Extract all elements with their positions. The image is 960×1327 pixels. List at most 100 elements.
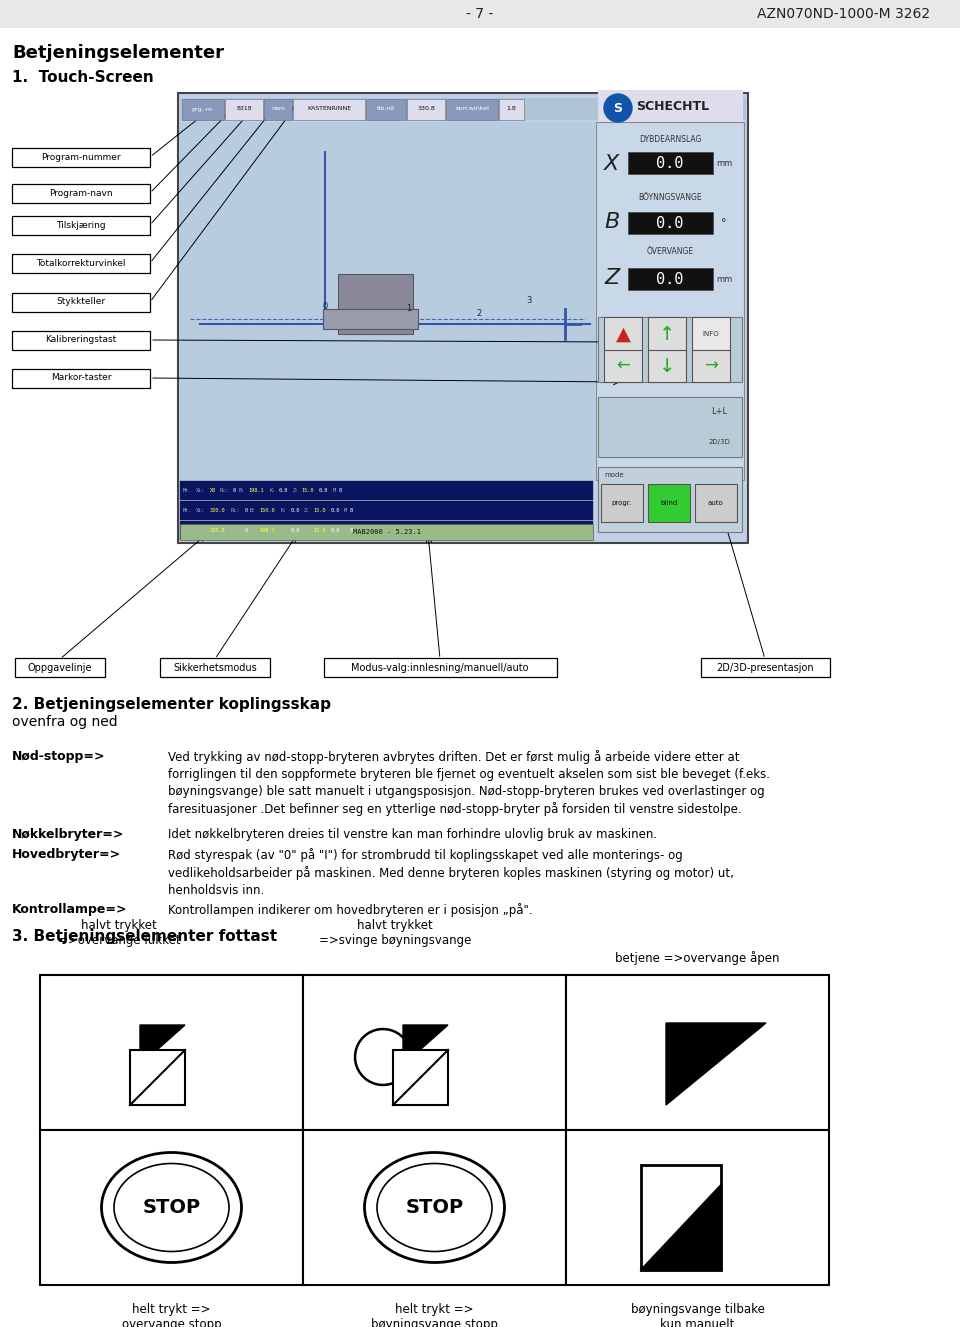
Text: Z: Z [605, 268, 619, 288]
Text: Z:: Z: [292, 487, 299, 492]
Text: Modus-valg:innlesning/manuell/auto: Modus-valg:innlesning/manuell/auto [351, 664, 529, 673]
Text: 0.0: 0.0 [319, 487, 328, 492]
Text: ovenfra og ned: ovenfra og ned [12, 715, 118, 729]
Text: AZN070ND-1000-M 3262: AZN070ND-1000-M 3262 [756, 7, 930, 21]
Text: 1: 1 [406, 304, 411, 313]
Text: Oppgavelinje: Oppgavelinje [28, 664, 92, 673]
Text: Mr.: Mr. [183, 507, 192, 512]
Text: ↑: ↑ [659, 325, 675, 344]
Text: STOP: STOP [142, 1198, 201, 1217]
Text: 305.8: 305.8 [210, 528, 226, 532]
Text: 3: 3 [526, 296, 531, 305]
Text: ←: ← [616, 357, 630, 376]
Text: 0.0: 0.0 [657, 272, 684, 287]
Bar [303, 975, 566, 1131]
Bar [182, 100, 224, 119]
Text: Xi:: Xi: [197, 528, 205, 532]
Bar [178, 93, 748, 543]
Polygon shape [140, 1024, 185, 1066]
Text: 198.1: 198.1 [249, 487, 264, 492]
Text: progr.: progr. [612, 500, 632, 506]
Text: B:: B: [250, 507, 256, 512]
Bar [130, 1050, 185, 1105]
Text: 8: 8 [338, 487, 342, 492]
Text: tib.nit: tib.nit [376, 106, 396, 111]
Text: 15.0: 15.0 [313, 507, 325, 512]
Text: Rc:: Rc: [230, 528, 240, 532]
Text: nam: nam [271, 106, 285, 111]
Text: Kontrollampe=>: Kontrollampe=> [12, 902, 128, 916]
FancyBboxPatch shape [12, 253, 150, 273]
Bar [40, 1131, 303, 1285]
FancyBboxPatch shape [12, 216, 150, 235]
Text: 0.0: 0.0 [657, 215, 684, 231]
Text: B: B [605, 212, 619, 232]
Bar [692, 350, 730, 382]
Bar [695, 484, 737, 522]
FancyBboxPatch shape [12, 293, 150, 312]
Text: mm: mm [716, 158, 732, 167]
Text: 2. Betjeningselementer koplingsskap: 2. Betjeningselementer koplingsskap [12, 697, 331, 711]
Text: prg.-nr.: prg.-nr. [192, 106, 214, 111]
Text: 320.0: 320.0 [210, 507, 226, 512]
Bar [648, 317, 686, 352]
Text: halvt trykket
=>svinge bøyningsvange: halvt trykket =>svinge bøyningsvange [319, 920, 471, 947]
Text: ↓: ↓ [659, 357, 675, 376]
Polygon shape [641, 1185, 721, 1270]
Text: Program-nummer: Program-nummer [41, 153, 121, 162]
Text: BÖYNNGSVANGE: BÖYNNGSVANGE [638, 192, 702, 202]
Bar [604, 350, 642, 382]
FancyBboxPatch shape [701, 658, 829, 677]
Text: K:: K: [269, 487, 276, 492]
Text: bøyningsvange tilbake
kun manuelt: bøyningsvange tilbake kun manuelt [631, 1303, 764, 1327]
Text: Rød styrespak (av "0" på "I") for strombrudd til koplingsskapet ved alle monteri: Rød styrespak (av "0" på "I") for stromb… [168, 848, 733, 897]
Text: Kalibreringstast: Kalibreringstast [45, 336, 116, 345]
Text: 2D/3D: 2D/3D [708, 439, 730, 445]
Bar [628, 268, 713, 291]
Text: 0.0: 0.0 [657, 155, 684, 170]
Bar [596, 122, 744, 480]
Text: 15.0: 15.0 [313, 528, 325, 532]
Text: KASTENRINNE: KASTENRINNE [307, 106, 351, 111]
Text: Betjeningselementer: Betjeningselementer [12, 44, 224, 62]
Text: S: S [613, 101, 622, 114]
Text: Kontrollampen indikerer om hovedbryteren er i posisjon „på".: Kontrollampen indikerer om hovedbryteren… [168, 902, 533, 917]
Bar [303, 1131, 566, 1285]
Bar [598, 317, 742, 382]
Text: 0: 0 [244, 528, 248, 532]
Text: 150.0: 150.0 [259, 507, 276, 512]
Bar [0, 0, 960, 28]
Text: Tilskjæring: Tilskjæring [57, 220, 106, 230]
Text: 0.0: 0.0 [278, 487, 288, 492]
Text: Idet nøkkelbryteren dreies til venstre kan man forhindre ulovlig bruk av maskine: Idet nøkkelbryteren dreies til venstre k… [168, 828, 658, 841]
Circle shape [604, 94, 632, 122]
Bar [692, 317, 730, 352]
Text: mm: mm [716, 275, 732, 284]
Bar [598, 397, 742, 456]
Text: 0.0: 0.0 [330, 528, 340, 532]
Text: 8: 8 [349, 507, 352, 512]
Text: B:: B: [239, 487, 245, 492]
Text: Program-navn: Program-navn [49, 188, 113, 198]
Bar [628, 212, 713, 234]
Text: Xi:: Xi: [197, 507, 205, 512]
Bar [264, 100, 292, 119]
Text: Ved trykking av nød-stopp-bryteren avbrytes driften. Det er først mulig å arbeid: Ved trykking av nød-stopp-bryteren avbry… [168, 750, 770, 816]
Bar [648, 484, 690, 522]
FancyBboxPatch shape [12, 369, 150, 387]
Bar [323, 309, 418, 329]
Text: blind: blind [660, 500, 678, 506]
FancyBboxPatch shape [12, 184, 150, 203]
Ellipse shape [377, 1164, 492, 1251]
Bar [180, 98, 746, 119]
Text: °: ° [721, 218, 727, 228]
Bar [393, 1050, 448, 1105]
Text: 198.1: 198.1 [259, 528, 276, 532]
FancyBboxPatch shape [160, 658, 270, 677]
Text: Mr.: Mr. [183, 528, 192, 532]
Text: betjene =>overvange åpen: betjene =>overvange åpen [615, 951, 780, 965]
Text: Totalkorrekturvinkel: Totalkorrekturvinkel [36, 259, 126, 268]
Polygon shape [666, 1023, 766, 1105]
Bar [499, 100, 524, 119]
Text: MAB2000 - 5.23.1: MAB2000 - 5.23.1 [353, 529, 421, 535]
